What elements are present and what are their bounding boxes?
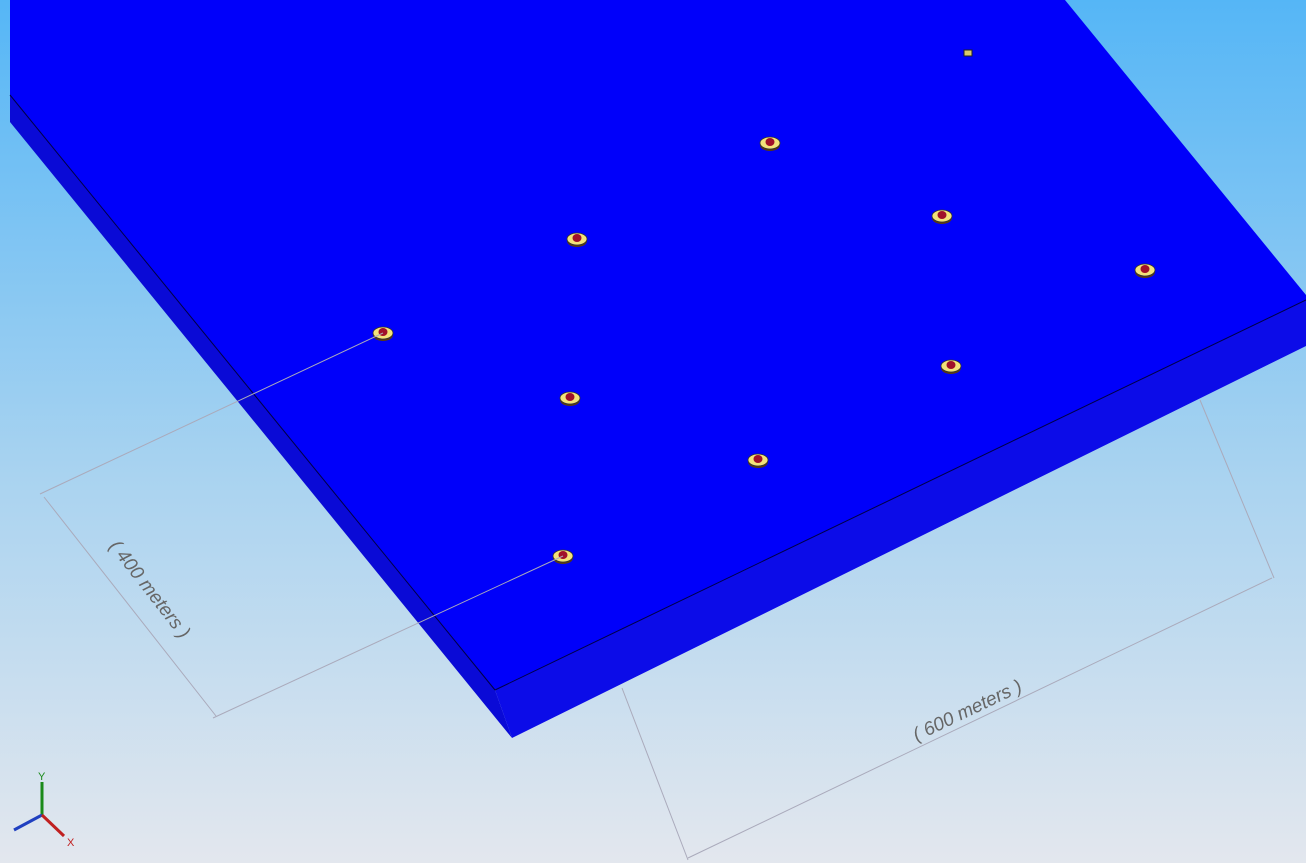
plate	[9, 0, 1306, 738]
markers	[372, 49, 1156, 565]
axis-triad: Y X	[13, 771, 75, 849]
axis-label: Y	[38, 771, 46, 783]
axis-label: X	[67, 837, 75, 849]
